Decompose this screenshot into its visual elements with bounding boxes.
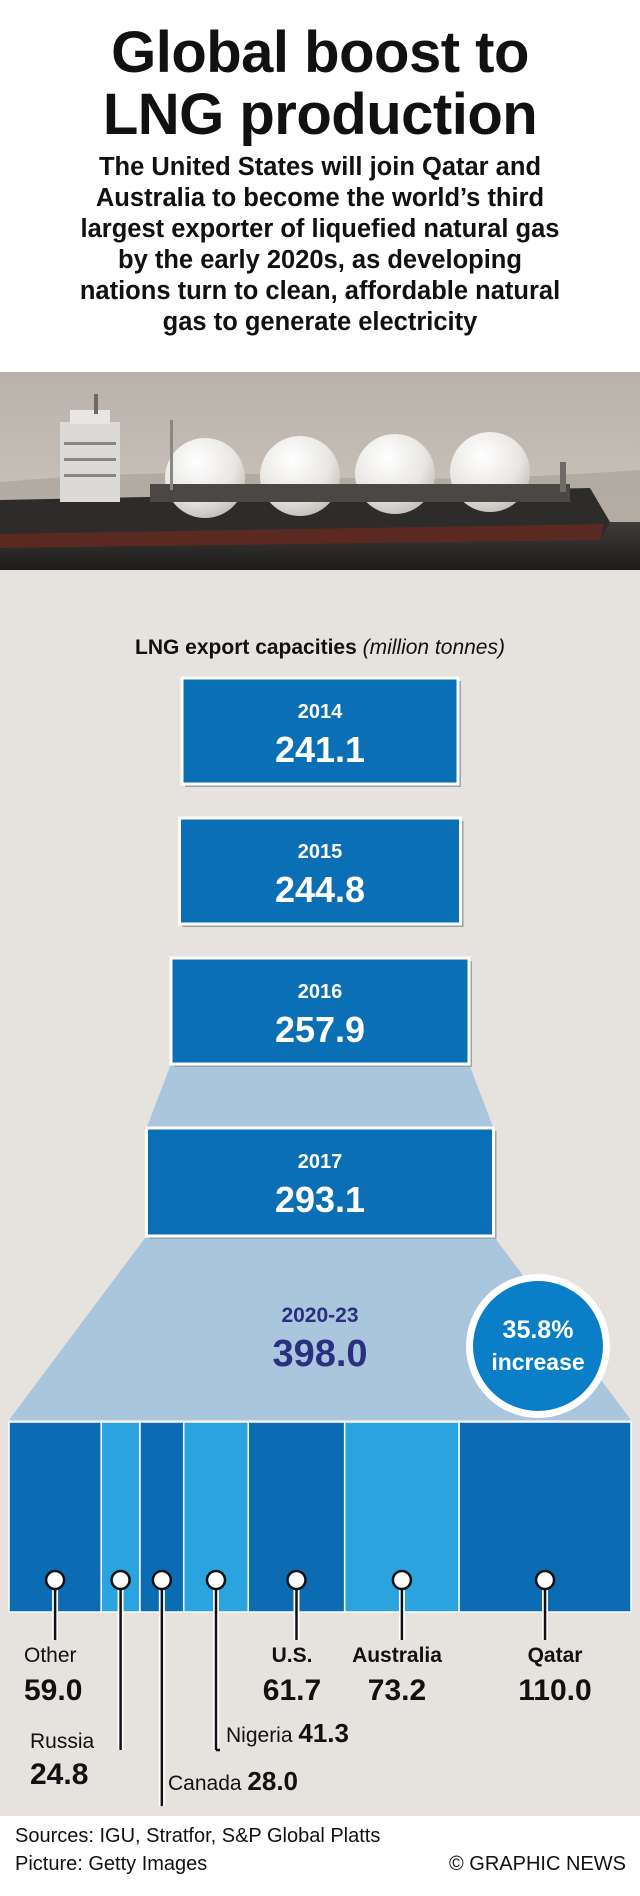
forecast-value: 398.0 — [272, 1333, 367, 1375]
chart-area: LNG export capacities (million tonnes) 20… — [0, 570, 640, 1816]
year-label: 2017 — [298, 1151, 343, 1173]
funnel-upper — [146, 1064, 494, 1128]
year-label: 2016 — [298, 981, 343, 1003]
country-label: Nigeria 41.3 — [226, 1718, 349, 1748]
country-name: Qatar — [528, 1644, 583, 1667]
year-label: 2015 — [298, 841, 343, 863]
country-label: Canada 28.0 — [168, 1766, 298, 1796]
lng-tanker-photo — [0, 372, 640, 570]
title-line-1: Global boost to — [111, 20, 529, 85]
country-value: 110.0 — [518, 1674, 591, 1707]
country-name: Australia — [352, 1644, 442, 1667]
subtitle-line: largest exporter of liquefied natural ga… — [80, 215, 560, 243]
lng-capacity-chart: LNG export capacities (million tonnes) 20… — [8, 636, 632, 1808]
copyright-credit: © GRAPHIC NEWS — [449, 1853, 626, 1875]
country-name: Russia — [30, 1730, 95, 1753]
country-value: 73.2 — [368, 1674, 426, 1707]
badge-value: 35.8% — [503, 1316, 574, 1344]
sources-text: Sources: IGU, Stratfor, S&P Global Platt… — [15, 1825, 381, 1847]
year-value: 293.1 — [275, 1179, 365, 1220]
increase-badge — [473, 1281, 603, 1411]
marker-icon — [286, 1569, 307, 1591]
marker-icon — [391, 1569, 413, 1591]
country-value: 24.8 — [30, 1758, 88, 1791]
footer — [0, 1816, 640, 1896]
year-box-2014 — [180, 676, 460, 786]
subtitle-line: The United States will join Qatar and — [98, 153, 542, 181]
subtitle-line: Australia to become the world’s third — [95, 184, 545, 212]
year-box-2017 — [145, 1126, 495, 1238]
year-label: 2014 — [298, 701, 343, 723]
year-box-2016 — [169, 956, 471, 1066]
chart-title: LNG export capacities (million tonnes) — [135, 636, 505, 659]
ship-icon — [0, 394, 610, 548]
marker-icon — [534, 1569, 556, 1591]
country-value: 61.7 — [263, 1674, 321, 1707]
subtitle-line: gas to generate electricity — [162, 308, 478, 336]
segment-qatar — [458, 1421, 632, 1613]
year-box-2015 — [178, 816, 462, 926]
year-value: 244.8 — [275, 869, 365, 910]
marker-icon — [205, 1569, 227, 1591]
subtitle-line: by the early 2020s, as developing — [118, 246, 522, 274]
picture-credit: Picture: Getty Images — [15, 1853, 208, 1875]
country-name: U.S. — [272, 1644, 313, 1667]
marker-icon — [110, 1569, 131, 1591]
country-value: 59.0 — [24, 1674, 82, 1707]
subtitle-line: nations turn to clean, affordable natura… — [79, 277, 561, 305]
subtitle: The United States will join Qatar and Au… — [8, 152, 632, 338]
title-line-2: LNG production — [102, 82, 538, 147]
badge-label: increase — [491, 1349, 584, 1375]
marker-icon — [44, 1569, 66, 1591]
year-value: 241.1 — [275, 729, 365, 770]
page-title: Global boost to LNG production — [0, 22, 640, 146]
country-name: Other — [24, 1644, 77, 1667]
year-value: 257.9 — [275, 1009, 365, 1050]
marker-icon — [151, 1569, 173, 1591]
forecast-period: 2020-23 — [281, 1304, 358, 1327]
